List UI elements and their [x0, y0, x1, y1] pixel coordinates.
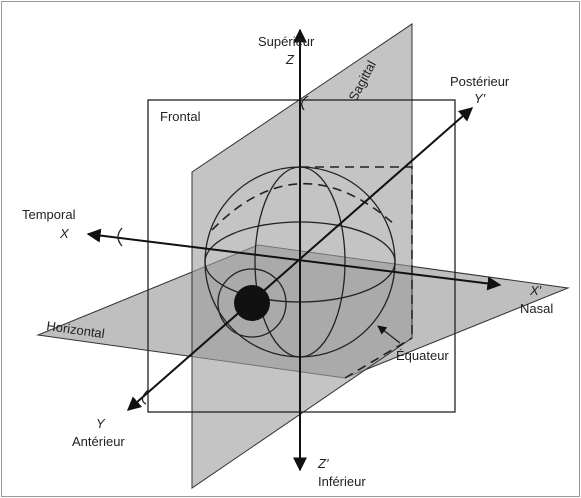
label: X [59, 226, 70, 241]
rotation-arrow [117, 227, 123, 247]
label: Z [285, 52, 295, 67]
label: X' [529, 283, 542, 298]
label: Y' [474, 91, 486, 106]
label: Supérieur [258, 34, 315, 49]
label: Frontal [160, 109, 201, 124]
label: Nasal [520, 301, 553, 316]
label: Antérieur [72, 434, 125, 449]
rotation-arrow [141, 389, 149, 405]
label: Z' [317, 456, 329, 471]
equator-pointer [377, 325, 401, 344]
x-axis [86, 228, 502, 291]
rotation-arrow [301, 95, 309, 111]
label: Temporal [22, 207, 76, 222]
label: Y [96, 416, 106, 431]
label: Équateur [396, 348, 449, 363]
label: Postérieur [450, 74, 510, 89]
label: Inférieur [318, 474, 366, 489]
